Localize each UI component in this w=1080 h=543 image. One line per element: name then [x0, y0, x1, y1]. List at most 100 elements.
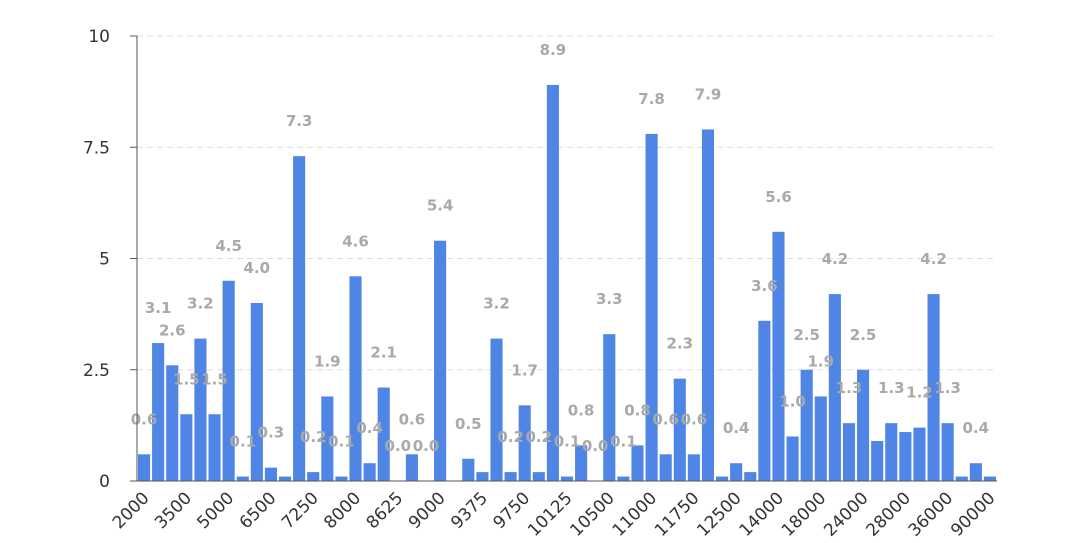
bar — [166, 365, 179, 481]
data-label: 0.6 — [652, 410, 679, 428]
data-label: 0.3 — [258, 424, 285, 442]
data-label: 0.4 — [723, 419, 750, 437]
x-tick-label: 28000 — [863, 488, 915, 540]
bar — [490, 338, 503, 481]
bar — [434, 240, 447, 481]
data-label: 1.2 — [906, 384, 933, 402]
data-label: 8.9 — [540, 41, 567, 59]
x-tick-label: 90000 — [947, 488, 999, 540]
bar — [631, 445, 644, 481]
data-label: 5.4 — [427, 197, 454, 215]
data-label: 1.3 — [934, 379, 961, 397]
bar — [349, 276, 362, 481]
bar — [180, 414, 193, 481]
bar — [152, 343, 165, 481]
data-label: 0.6 — [681, 410, 708, 428]
bar — [885, 423, 898, 481]
bar — [208, 414, 221, 481]
data-label: 1.3 — [836, 379, 863, 397]
bar — [236, 476, 249, 481]
y-tick-label: 2.5 — [83, 361, 110, 381]
data-label: 0.0 — [413, 437, 440, 455]
data-label: 0.2 — [300, 428, 327, 446]
data-label: 7.8 — [638, 90, 665, 108]
x-tick-label: 9000 — [405, 488, 450, 533]
data-label: 3.1 — [145, 299, 172, 317]
data-labels: 0.6 3.1 2.6 1.5 3.2 1.5 4.5 0.1 4.0 0.3 7.3 0.2 1.9 0… — [131, 41, 989, 455]
data-label: 4.2 — [822, 250, 849, 268]
data-label: 0.0 — [385, 437, 412, 455]
bar — [504, 472, 517, 481]
data-label: 1.5 — [201, 370, 228, 388]
data-label: 3.6 — [751, 277, 778, 295]
x-tick-label: 9375 — [447, 488, 492, 533]
x-tick-label: 5000 — [193, 488, 238, 533]
bar — [857, 369, 870, 481]
data-label: 0.0 — [582, 437, 609, 455]
data-label: 0.1 — [328, 433, 355, 451]
bar — [307, 472, 320, 481]
x-tick-label: 6500 — [236, 488, 281, 533]
x-tick-label: 12500 — [693, 488, 745, 540]
x-tick-label: 8000 — [320, 488, 365, 533]
bar — [800, 369, 813, 481]
data-label: 2.6 — [159, 321, 186, 339]
bars — [137, 84, 997, 481]
bar — [941, 423, 954, 481]
x-tick-label: 10125 — [524, 488, 576, 540]
bar — [969, 463, 982, 481]
y-axis: 0 2.5 5 7.5 10 — [83, 27, 138, 492]
bar — [405, 454, 418, 481]
bar — [293, 156, 306, 481]
bar — [659, 454, 672, 481]
x-tick-label: 24000 — [820, 488, 872, 540]
bar — [899, 432, 912, 481]
bar — [603, 334, 616, 481]
data-label: 0.8 — [624, 401, 651, 419]
x-tick-label: 11750 — [651, 488, 703, 540]
data-label: 0.2 — [526, 428, 553, 446]
bar — [730, 463, 743, 481]
bar — [264, 467, 277, 481]
bar — [828, 294, 841, 481]
x-tick-label: 7250 — [278, 488, 323, 533]
bar — [955, 476, 968, 481]
bar — [871, 440, 884, 481]
bar — [772, 231, 785, 481]
bar — [250, 303, 263, 481]
data-label: 2.5 — [793, 326, 820, 344]
data-label: 7.3 — [286, 112, 313, 130]
bar — [913, 427, 926, 481]
bar — [983, 476, 997, 481]
data-label: 1.7 — [511, 361, 538, 379]
bar — [137, 454, 151, 481]
data-label: 1.9 — [807, 352, 834, 370]
x-tick-label: 10500 — [566, 488, 618, 540]
data-label: 2.3 — [667, 335, 694, 353]
bar — [786, 436, 799, 481]
data-label: 0.1 — [554, 433, 581, 451]
bar — [716, 476, 729, 481]
bar — [476, 472, 489, 481]
bar — [321, 396, 334, 481]
bar — [222, 280, 235, 481]
bar — [814, 396, 827, 481]
x-tick-label: 8625 — [363, 488, 408, 533]
bar — [462, 458, 475, 481]
x-tick-label: 2000 — [109, 488, 154, 533]
x-tick-label: 18000 — [778, 488, 830, 540]
data-label: 0.6 — [131, 410, 158, 428]
bar — [617, 476, 630, 481]
data-label: 4.5 — [215, 237, 242, 255]
data-label: 4.6 — [342, 232, 369, 250]
x-axis: 2000350050006500725080008625900093759750… — [109, 480, 999, 541]
data-label: 0.4 — [356, 419, 383, 437]
bar — [645, 133, 658, 481]
data-label: 3.2 — [187, 295, 214, 313]
data-label: 0.6 — [399, 410, 426, 428]
bar — [701, 129, 715, 481]
data-label: 2.5 — [850, 326, 877, 344]
bar — [532, 472, 545, 481]
data-label: 0.4 — [963, 419, 990, 437]
